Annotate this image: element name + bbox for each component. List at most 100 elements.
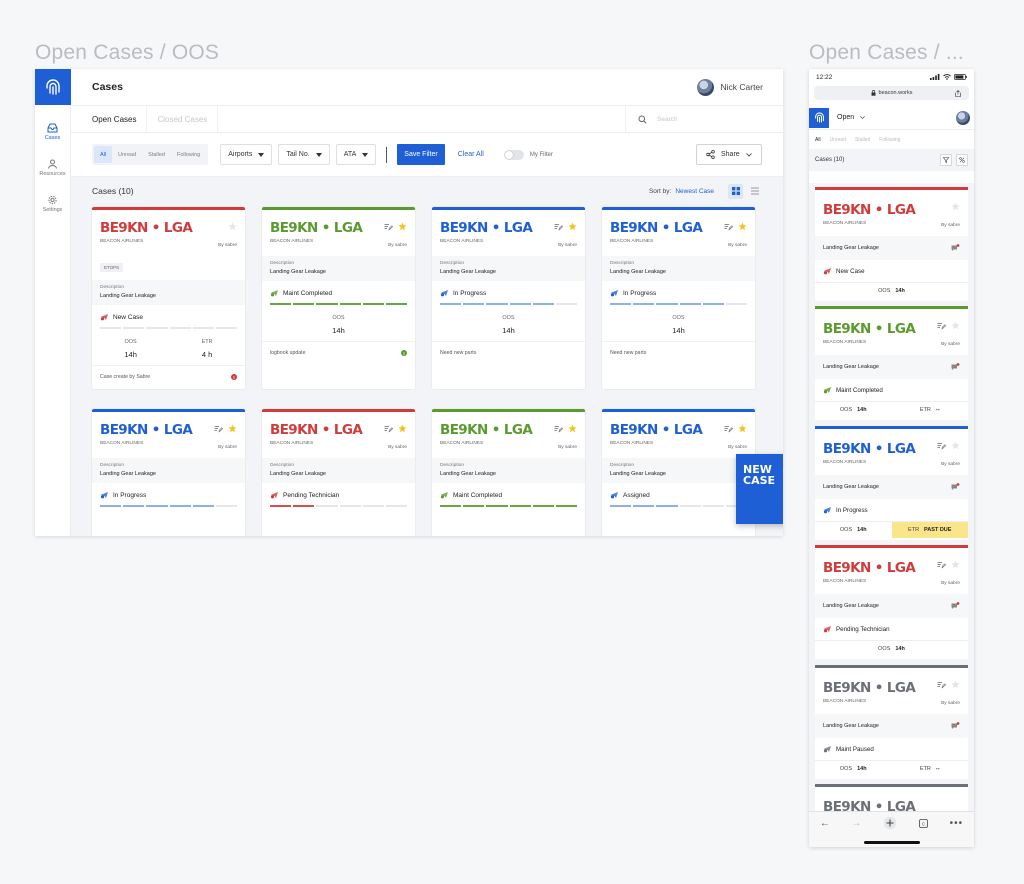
edit-note-icon[interactable]: [384, 223, 393, 231]
filter-button[interactable]: [940, 154, 953, 166]
edit-note-icon[interactable]: [937, 322, 946, 330]
segment-unread[interactable]: Unread: [118, 151, 137, 158]
star-icon[interactable]: [738, 424, 747, 433]
mobile-case-card[interactable]: BE9KN • LGA BEACON AIRLINES By sabre Landin…: [815, 665, 968, 779]
mobile-case-card[interactable]: BE9KN • LGA BEACON AIRLINES By sabre Landin…: [815, 306, 968, 420]
save-filter-button[interactable]: Save Filter: [397, 144, 445, 165]
open-dropdown[interactable]: Open: [837, 114, 866, 121]
edit-note-icon[interactable]: [724, 425, 733, 433]
star-icon[interactable]: [738, 222, 747, 231]
case-card[interactable]: BE9KN • LGA BEACON AIRLINES By sabre Descri…: [432, 409, 585, 536]
status-plane-icon: [440, 492, 448, 499]
my-filter-toggle[interactable]: [503, 149, 524, 160]
search-input[interactable]: Search: [657, 115, 678, 123]
star-icon[interactable]: [951, 680, 960, 689]
edit-note-icon[interactable]: [554, 223, 563, 231]
description-label: Description: [610, 261, 634, 266]
case-card[interactable]: BE9KN • LGA BEACON AIRLINES By sabre ETOPS D…: [92, 207, 245, 389]
share-icon[interactable]: [955, 89, 961, 97]
new-case-button[interactable]: NEW CASE: [736, 454, 783, 524]
progress-segment: [486, 505, 508, 507]
edit-note-icon[interactable]: [214, 425, 223, 433]
star-icon[interactable]: [951, 202, 960, 211]
chat-alert-icon[interactable]: [951, 363, 960, 371]
new-tab-plus-icon[interactable]: [883, 816, 897, 830]
tail-no-dropdown[interactable]: Tail No.: [278, 144, 330, 165]
star-icon[interactable]: [398, 424, 407, 433]
tab-following[interactable]: Following: [879, 136, 901, 143]
segment-stalled[interactable]: Stalled: [148, 151, 165, 158]
percent-sort-button[interactable]: [956, 154, 968, 166]
browser-url-bar[interactable]: beacon.works: [814, 86, 969, 100]
tabs-icon[interactable]: C: [919, 818, 928, 828]
star-icon[interactable]: [228, 424, 237, 433]
back-icon[interactable]: ←: [819, 817, 830, 829]
chat-alert-icon[interactable]: [951, 483, 960, 491]
edit-note-icon[interactable]: [554, 425, 563, 433]
tab-closed-cases[interactable]: Closed Cases: [147, 106, 219, 132]
user-menu[interactable]: Nick Carter: [697, 78, 763, 96]
status-progress: [100, 505, 238, 507]
card-description: Description Landing Gear Leakage: [92, 280, 245, 305]
sort-value[interactable]: Newest Case: [675, 187, 714, 195]
footer-text: Need new parts: [610, 350, 647, 356]
status-label: Pending Technician: [836, 625, 890, 633]
etr-value: 4 h: [201, 350, 213, 359]
chat-alert-icon[interactable]: [951, 602, 960, 610]
tab-all[interactable]: All: [815, 136, 821, 143]
star-icon[interactable]: [568, 222, 577, 231]
tab-stalled[interactable]: Stalled: [854, 136, 871, 143]
card-actions: [554, 424, 577, 433]
star-icon[interactable]: [951, 560, 960, 569]
edit-note-icon[interactable]: [937, 442, 946, 450]
share-button[interactable]: Share: [696, 144, 762, 165]
etops-tag: ETOPS: [100, 263, 124, 272]
case-card[interactable]: BE9KN • LGA BEACON AIRLINES By sabre Descri…: [602, 409, 755, 536]
case-card[interactable]: BE9KN • LGA BEACON AIRLINES By sabre Descri…: [432, 207, 585, 389]
chat-alert-icon[interactable]: [951, 722, 960, 730]
chat-alert-icon[interactable]: [951, 244, 960, 252]
search-box[interactable]: Search: [625, 106, 783, 132]
tab-open-cases[interactable]: Open Cases: [71, 106, 148, 132]
mobile-app-bar: Open: [809, 106, 974, 130]
more-icon[interactable]: •••: [949, 817, 964, 829]
sidebar-item-cases[interactable]: Cases: [45, 123, 60, 151]
edit-note-icon[interactable]: [724, 223, 733, 231]
card-actions: [228, 222, 237, 231]
app-logo[interactable]: [809, 107, 829, 128]
app-logo[interactable]: [35, 69, 71, 105]
segment-following[interactable]: Following: [177, 151, 201, 158]
avatar[interactable]: [956, 110, 970, 125]
mobile-case-card[interactable]: BE9KN • LGA: [815, 784, 968, 811]
ata-dropdown[interactable]: ATA: [335, 144, 377, 165]
card-actions: [384, 222, 407, 231]
mobile-case-card[interactable]: BE9KN • LGA BEACON AIRLINES By sabre Landin…: [815, 545, 968, 659]
card-status: In Progress: [432, 281, 585, 305]
edit-note-icon[interactable]: [937, 561, 946, 569]
forward-icon[interactable]: →: [851, 817, 862, 829]
my-filter-label: My Filter: [529, 151, 553, 158]
edit-note-icon[interactable]: [937, 681, 946, 689]
case-card[interactable]: BE9KN • LGA BEACON AIRLINES By sabre Descri…: [262, 207, 415, 389]
card-footer: logbook update!: [262, 342, 415, 364]
case-card[interactable]: BE9KN • LGA BEACON AIRLINES By sabre Descri…: [262, 409, 415, 536]
mobile-case-card[interactable]: BE9KN • LGA BEACON AIRLINES By sabre Landin…: [815, 426, 968, 540]
edit-note-icon[interactable]: [384, 425, 393, 433]
mobile-case-card[interactable]: BE9KN • LGA BEACON AIRLINES By sabre Landin…: [815, 187, 968, 301]
sidebar-item-resources[interactable]: Resources: [39, 159, 66, 187]
case-card[interactable]: BE9KN • LGA BEACON AIRLINES By sabre Descri…: [92, 409, 245, 536]
star-icon[interactable]: [398, 222, 407, 231]
star-icon[interactable]: [568, 424, 577, 433]
airports-dropdown[interactable]: Airports: [220, 144, 273, 165]
sidebar-item-settings[interactable]: Settings: [43, 195, 62, 223]
tab-unread[interactable]: Unread: [829, 136, 846, 143]
star-icon[interactable]: [228, 222, 237, 231]
progress-segment: [509, 303, 531, 305]
star-icon[interactable]: [951, 441, 960, 450]
grid-view-button[interactable]: [728, 183, 743, 199]
list-view-button[interactable]: [747, 184, 762, 199]
clear-all-button[interactable]: Clear All: [457, 151, 484, 158]
segment-all[interactable]: All: [94, 146, 113, 163]
star-icon[interactable]: [951, 321, 960, 330]
case-card[interactable]: BE9KN • LGA BEACON AIRLINES By sabre Descri…: [602, 207, 755, 389]
